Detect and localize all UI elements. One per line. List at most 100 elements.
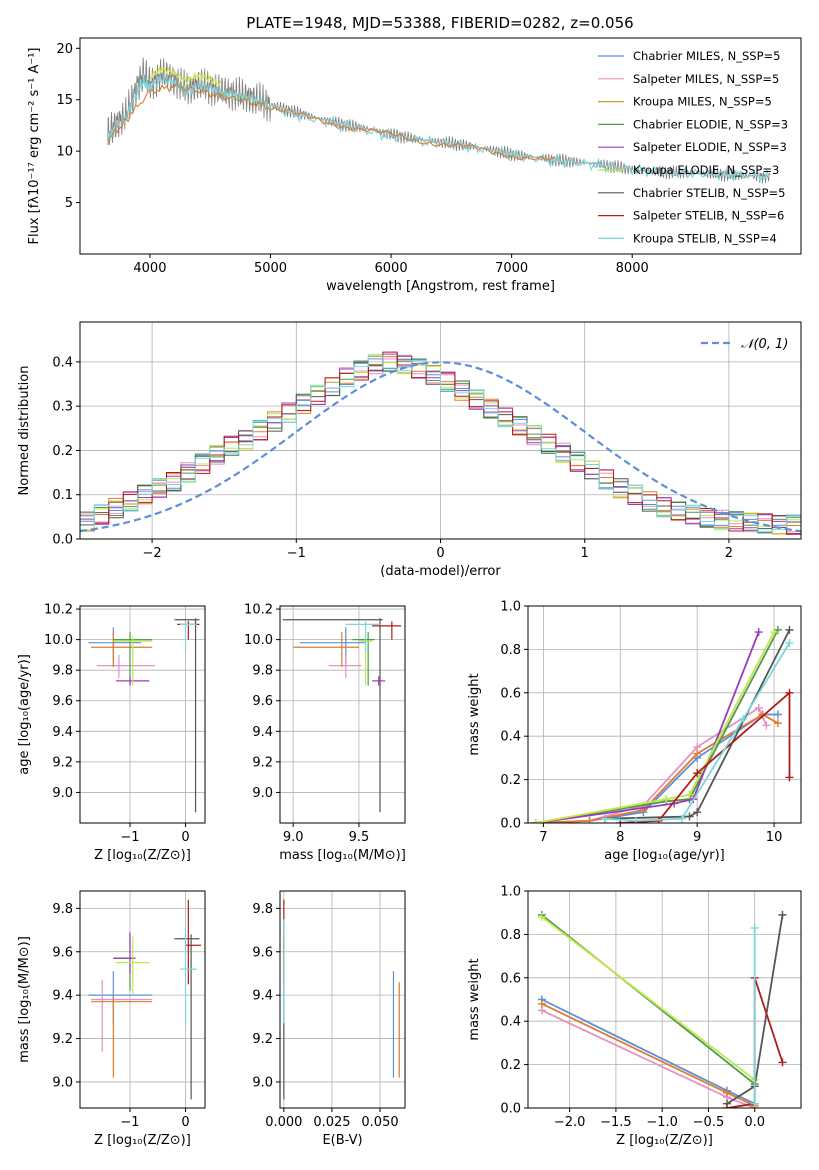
- legend-entry: Chabrier ELODIE, N_SSP=3: [633, 117, 788, 131]
- weight-line: [535, 631, 760, 823]
- y-tick-label: 9.0: [252, 1075, 273, 1090]
- y-axis-label: mass [log₁₀(M/M⊙)]: [17, 936, 32, 1063]
- errorbar-point: [345, 621, 380, 652]
- axes-frame: [279, 890, 406, 1109]
- weight-marker: [662, 795, 671, 804]
- x-axis-label: E(B-V): [322, 1133, 362, 1148]
- legend-entry: Kroupa MILES, N_SSP=5: [633, 95, 772, 109]
- y-tick-label: 9.6: [252, 945, 273, 960]
- x-tick-label: −0.5: [693, 1115, 725, 1130]
- weight-line: [541, 916, 756, 1081]
- x-tick-label: 7000: [495, 261, 528, 276]
- weight-marker: [693, 808, 702, 817]
- y-tick-label: 0.8: [500, 928, 521, 943]
- y-tick-label: 20: [56, 42, 73, 57]
- y-tick-label: 0.6: [500, 686, 521, 701]
- y-tick-label: 9.8: [252, 902, 273, 917]
- x-tick-label: 5000: [254, 261, 287, 276]
- panel-mass-vs-EBV: 0.000 0.025 0.050 9.0 9.2 9.4 9.6 9.8 E(B-V): [252, 890, 406, 1148]
- y-tick-label: 10.2: [244, 603, 273, 618]
- legend-entry: Chabrier STELIB, N_SSP=5: [633, 186, 785, 200]
- weight-marker: [685, 812, 694, 821]
- errorbar-point: [91, 631, 153, 668]
- y-tick-label: 0.4: [500, 1015, 521, 1030]
- y-tick-label: 0.2: [500, 773, 521, 788]
- y-axis-label: Flux [fλ10⁻¹⁷ erg cm⁻² s⁻¹ A⁻¹]: [27, 48, 42, 245]
- y-axis-label: age [log₁₀(age/yr)]: [17, 654, 32, 775]
- x-tick-label: 0: [436, 546, 444, 561]
- x-tick-label: −1: [120, 830, 139, 845]
- x-tick-label: 0.000: [265, 1115, 302, 1130]
- plot-area: [88, 899, 202, 1100]
- weight-marker: [654, 816, 663, 823]
- weight-marker: [600, 814, 609, 823]
- legend-entry: Kroupa STELIB, N_SSP=4: [633, 231, 777, 245]
- y-tick-label: 9.6: [252, 694, 273, 709]
- x-tick-label: −2: [143, 546, 162, 561]
- x-tick-label: 6000: [375, 261, 408, 276]
- weight-marker: [722, 1088, 731, 1097]
- y-tick-label: 5: [65, 196, 73, 211]
- x-tick-label: 9.5: [349, 830, 370, 845]
- plot-area: [80, 351, 801, 535]
- x-tick-label: 8000: [616, 261, 649, 276]
- axes-frame: [279, 605, 406, 824]
- y-tick-label: 0.8: [500, 643, 521, 658]
- axes-frame: [527, 605, 802, 824]
- weight-marker: [778, 910, 787, 919]
- x-tick-label: 10: [766, 830, 783, 845]
- y-tick-label: 9.6: [52, 945, 73, 960]
- legend-entry: 𝒩(0, 1): [741, 337, 788, 352]
- x-axis-label: Z [log₁₀(Z/Z⊙)]: [616, 1133, 713, 1148]
- weight-marker: [785, 773, 794, 782]
- panel-age-vs-mass: 9.0 9.5 9.0 9.2 9.4 9.6 9.8 10.0 10.2 mass [log₁₀…: [244, 603, 406, 863]
- y-axis-label: mass weight: [467, 673, 482, 755]
- y-tick-label: 15: [56, 93, 73, 108]
- errorbar-point: [96, 654, 155, 678]
- y-tick-label: 0.4: [500, 730, 521, 745]
- weight-marker: [785, 638, 794, 647]
- errorbar-point: [180, 621, 197, 652]
- y-tick-label: 0.4: [52, 355, 73, 370]
- weight-marker: [693, 749, 702, 758]
- figure-title: PLATE=1948, MJD=53388, FIBERID=0282, z=0…: [246, 14, 633, 32]
- x-axis-label: mass [log₁₀(M/M⊙)]: [279, 848, 406, 863]
- legend-entry: Salpeter STELIB, N_SSP=6: [633, 209, 784, 223]
- legend-entry: Salpeter ELODIE, N_SSP=3: [633, 140, 787, 154]
- panel-weight-vs-Z: −2.0 −1.5 −1.0 −0.5 0.0 0.0 0.2 0.4 0.6 0.8 1.0 Z […: [467, 885, 802, 1148]
- y-tick-label: 9.2: [52, 755, 73, 770]
- x-tick-label: 2: [725, 546, 733, 561]
- y-tick-label: 9.2: [252, 1032, 273, 1047]
- plot-area: [88, 618, 200, 813]
- grid: [280, 606, 405, 823]
- x-tick-label: −1: [120, 1115, 139, 1130]
- panel-spectrum: 4000 5000 6000 7000 8000 5 10 15 20 wavelength [A…: [27, 37, 802, 294]
- legend-entry: Salpeter MILES, N_SSP=5: [633, 72, 779, 86]
- errorbar-point: [372, 621, 402, 640]
- y-tick-label: 9.2: [252, 755, 273, 770]
- spectrum-line-model-orange: [107, 81, 556, 161]
- x-tick-label: −1.5: [600, 1115, 632, 1130]
- weight-line: [535, 713, 779, 823]
- weight-marker: [785, 688, 794, 697]
- y-tick-label: 0.2: [500, 1058, 521, 1073]
- weight-marker: [693, 769, 702, 778]
- y-tick-label: 0.0: [52, 533, 73, 548]
- plot-area: [537, 910, 787, 1108]
- errorbar-point: [113, 932, 136, 974]
- weight-marker: [750, 1099, 759, 1108]
- y-tick-label: 10.2: [44, 603, 73, 618]
- weight-marker: [739, 714, 748, 723]
- y-tick-label: 0.3: [52, 400, 73, 415]
- x-tick-label: 0.0: [744, 1115, 765, 1130]
- weight-marker: [750, 923, 759, 932]
- legend-entry: Kroupa ELODIE, N_SSP=3: [633, 163, 779, 177]
- weight-marker: [537, 913, 546, 922]
- weight-marker: [585, 816, 594, 823]
- errorbar-point: [185, 899, 202, 985]
- y-axis-label: mass weight: [467, 958, 482, 1040]
- weight-marker: [631, 816, 640, 823]
- y-tick-label: 9.4: [252, 989, 273, 1004]
- axes-frame: [527, 890, 802, 1109]
